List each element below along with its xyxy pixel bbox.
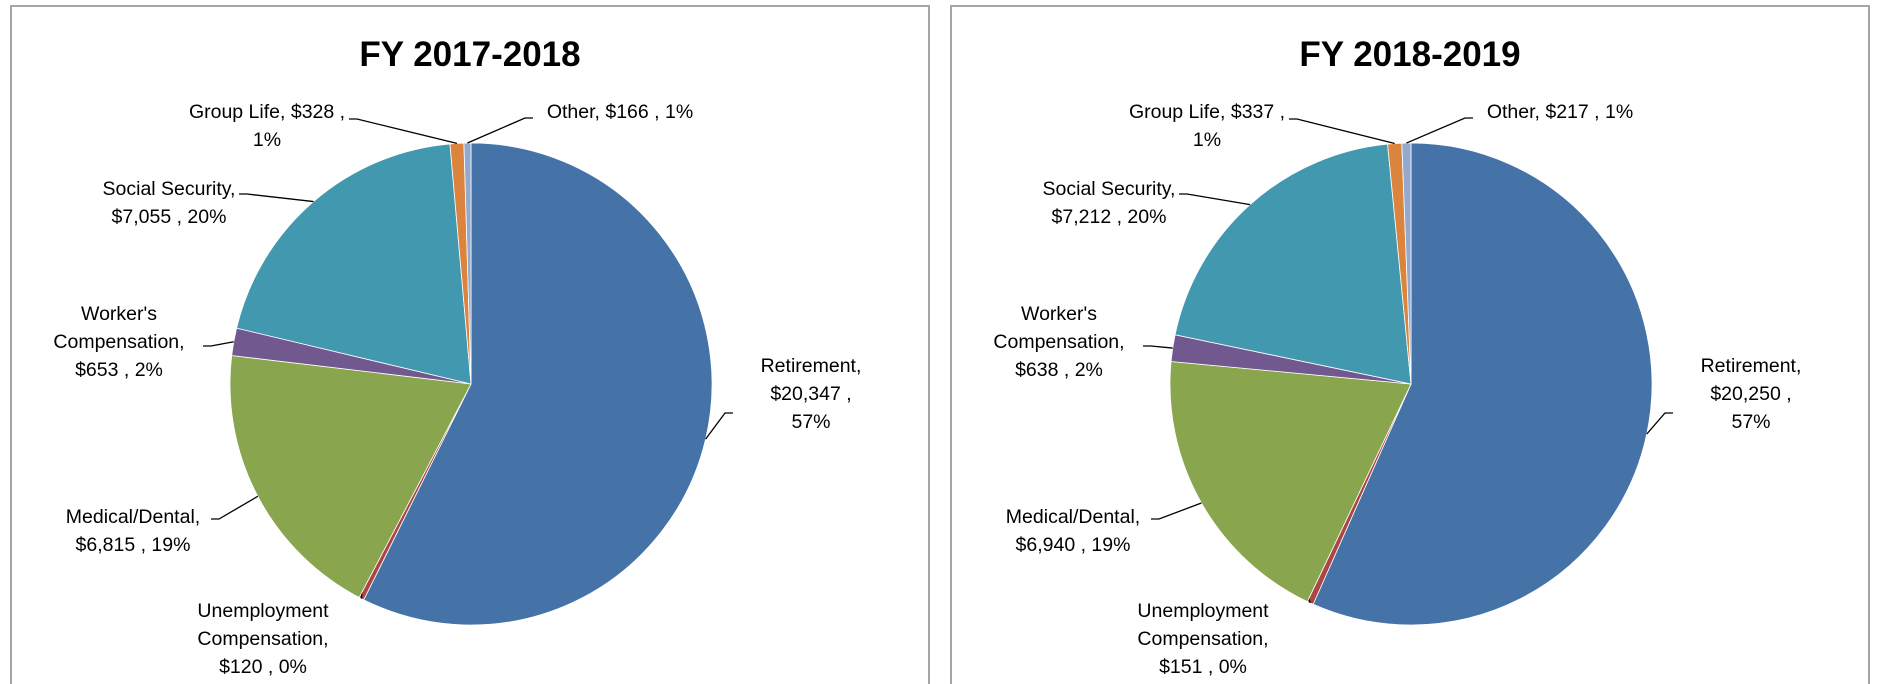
pie-slice: [229, 355, 472, 599]
value-label: $6,815 , 19%: [75, 534, 191, 556]
category-label: Social Security,: [1042, 178, 1176, 200]
value-label: $120 , 0%: [219, 656, 307, 678]
category-label: Worker's Compensation,: [993, 303, 1125, 353]
leader-line: [705, 412, 733, 440]
category-label: Other,: [546, 101, 600, 123]
chart-panel: FY 2017-2018 Retirement, $20,347 , 57% Unem…: [10, 5, 930, 684]
leader-line: [1151, 502, 1202, 520]
value-label: $653 , 2%: [75, 359, 163, 381]
data-label: Unemployment Compensation, $120 , 0%: [183, 597, 343, 681]
category-label: Retirement,: [1700, 355, 1802, 377]
pie-slice: [1169, 361, 1412, 603]
pie-slice: [463, 142, 472, 385]
data-label: Other, $217 , 1%: [1487, 98, 1633, 126]
pie-chart: [1143, 117, 1673, 626]
data-label: Worker's Compensation, $653 , 2%: [44, 300, 194, 384]
leader-line: [211, 495, 259, 520]
category-label: Worker's Compensation,: [53, 303, 185, 353]
value-label: $638 , 2%: [1015, 359, 1103, 381]
data-label: Retirement, $20,347 , 57%: [753, 352, 870, 436]
data-label: Group Life, $328 , 1%: [177, 98, 357, 154]
leader-line: [349, 118, 458, 145]
category-label: Group Life,: [1128, 101, 1226, 123]
leader-line: [239, 193, 314, 203]
data-label: Social Security, $7,212 , 20%: [1043, 175, 1176, 231]
leader-line: [1143, 345, 1173, 349]
data-label: Unemployment Compensation, $151 , 0%: [1123, 597, 1283, 681]
value-label: $20,347 , 57%: [770, 383, 852, 433]
leader-line: [467, 117, 533, 144]
chart-panel: FY 2018-2019 Retirement, $20,250 , 57% Unem…: [950, 5, 1870, 684]
pie-slice: [1174, 143, 1412, 385]
pie-chart: [203, 117, 733, 626]
category-label: Unemployment Compensation,: [1137, 600, 1269, 650]
leader-line: [203, 341, 234, 347]
value-label: $337 , 1%: [1192, 101, 1286, 151]
leader-line: [1179, 193, 1251, 206]
category-label: Unemployment Compensation,: [197, 600, 329, 650]
data-label: Medical/Dental, $6,940 , 19%: [1006, 503, 1140, 559]
value-label: $151 , 0%: [1159, 656, 1247, 678]
category-label: Group Life,: [188, 101, 286, 123]
chart-title: FY 2018-2019: [1299, 35, 1521, 74]
category-label: Medical/Dental,: [65, 506, 201, 528]
value-label: $6,940 , 19%: [1015, 534, 1131, 556]
data-label: Worker's Compensation, $638 , 2%: [984, 300, 1134, 384]
category-label: Retirement,: [760, 355, 862, 377]
chart-title: FY 2017-2018: [359, 35, 581, 74]
leader-line: [1646, 412, 1673, 435]
pie-slice: [363, 142, 713, 626]
value-label: $7,212 , 20%: [1051, 206, 1167, 228]
category-label: Other,: [1486, 101, 1540, 123]
category-label: Medical/Dental,: [1005, 506, 1141, 528]
value-label: $20,250 , 57%: [1710, 383, 1792, 433]
value-label: $7,055 , 20%: [111, 206, 227, 228]
value-label: $328 , 1%: [252, 101, 346, 151]
data-label: Other, $166 , 1%: [547, 98, 693, 126]
value-label: $217 , 1%: [1545, 101, 1634, 123]
category-label: Social Security,: [102, 178, 236, 200]
data-label: Retirement, $20,250 , 57%: [1693, 352, 1810, 436]
data-label: Medical/Dental, $6,815 , 19%: [66, 503, 200, 559]
leader-line: [1406, 117, 1473, 144]
data-label: Group Life, $337 , 1%: [1117, 98, 1297, 154]
leader-line: [1289, 118, 1395, 145]
data-label: Social Security, $7,055 , 20%: [103, 175, 236, 231]
value-label: $166 , 1%: [605, 101, 694, 123]
pie-slice: [1312, 142, 1653, 626]
